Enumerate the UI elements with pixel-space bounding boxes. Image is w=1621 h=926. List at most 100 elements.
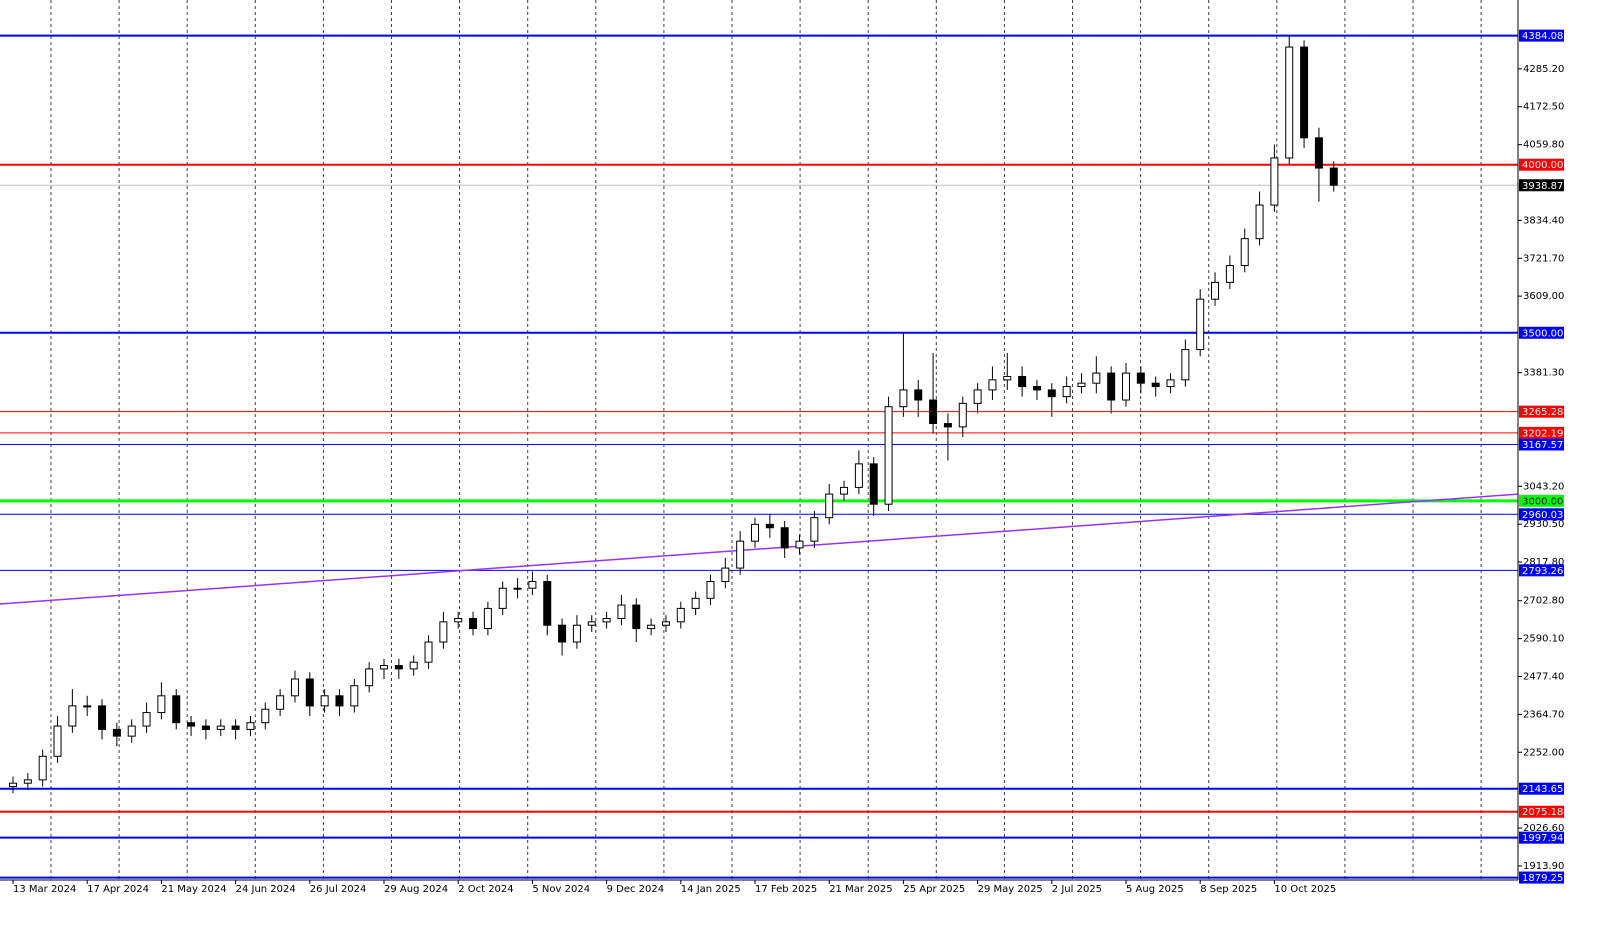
candle-body — [454, 617, 463, 623]
candle-body — [543, 581, 552, 626]
candle-body — [157, 695, 166, 714]
candle-body — [1211, 281, 1220, 300]
candle-body — [380, 665, 388, 670]
y-tick-label: 3043.20 — [1523, 481, 1564, 492]
x-tick-label: 17 Feb 2025 — [755, 884, 817, 895]
candle-body — [365, 668, 374, 687]
candle-body — [68, 705, 77, 727]
candle-body — [558, 624, 567, 643]
candle-body — [1122, 372, 1130, 401]
candle-body — [810, 517, 819, 542]
candle-body — [1092, 372, 1101, 384]
candle-body — [112, 728, 121, 737]
candle-body — [736, 540, 745, 569]
candle-body — [780, 527, 789, 549]
candle-body — [53, 725, 62, 757]
candle-body — [647, 624, 656, 630]
level-label-box — [1519, 438, 1564, 451]
level-label-box — [1519, 179, 1564, 192]
candle-body — [1314, 137, 1323, 169]
level-label: 1879.25 — [1522, 873, 1563, 884]
candle-body — [751, 523, 759, 542]
candle-body — [305, 678, 314, 707]
candle-body — [320, 695, 329, 707]
candle-body — [958, 402, 967, 428]
candle-body — [795, 540, 804, 549]
x-tick-label: 17 Apr 2024 — [87, 884, 149, 895]
level-label: 4384.08 — [1522, 31, 1563, 42]
candle-body — [587, 621, 596, 626]
x-tick-label: 25 Apr 2025 — [903, 884, 965, 895]
y-tick-label: 4285.20 — [1523, 64, 1564, 75]
candle-body — [1136, 372, 1145, 384]
level-label-box — [1519, 871, 1564, 884]
candle-body — [409, 661, 418, 670]
level-label-box — [1519, 494, 1564, 507]
candle-body — [1062, 386, 1071, 398]
candle-body — [765, 523, 774, 529]
x-tick-label: 9 Dec 2024 — [607, 884, 665, 895]
x-tick-label: 24 Jun 2024 — [236, 884, 296, 895]
candle-body — [1196, 298, 1205, 351]
candle-body — [899, 389, 908, 408]
candle-body — [98, 705, 107, 730]
candle-body — [23, 779, 32, 784]
candle-body — [929, 399, 938, 425]
candle-body — [1240, 238, 1249, 267]
x-tick-label: 21 May 2024 — [161, 884, 226, 895]
candle-body — [617, 604, 626, 619]
candle-body — [246, 722, 255, 730]
x-tick-label: 14 Jan 2025 — [681, 884, 741, 895]
candle-body — [261, 708, 270, 724]
x-tick-label: 29 May 2025 — [978, 884, 1043, 895]
candle-body — [1270, 157, 1279, 206]
candle-body — [869, 463, 878, 505]
candle-body — [1181, 349, 1190, 381]
level-label-box — [1519, 326, 1564, 339]
candle-body — [1003, 375, 1012, 381]
level-label-box — [1519, 508, 1564, 521]
level-label: 3167.57 — [1522, 440, 1563, 451]
candle-body — [1300, 46, 1309, 139]
candle-body — [1166, 379, 1175, 388]
y-tick-label: 3834.40 — [1523, 215, 1564, 226]
x-tick-label: 26 Jul 2024 — [310, 884, 367, 895]
candle-body — [439, 621, 448, 643]
level-label: 1997.94 — [1522, 833, 1563, 844]
candle-body — [988, 379, 997, 391]
y-tick-label: 3721.70 — [1523, 253, 1564, 264]
x-tick-label: 5 Aug 2025 — [1126, 884, 1184, 895]
level-label: 2143.65 — [1522, 784, 1563, 795]
level-label: 2960.03 — [1522, 510, 1563, 521]
level-label: 4000.00 — [1522, 160, 1563, 171]
level-label: 2793.26 — [1522, 566, 1563, 577]
candle-body — [691, 597, 700, 609]
candle-body — [884, 406, 893, 505]
candle-body — [424, 641, 433, 663]
candle-body — [676, 607, 685, 623]
x-tick-label: 5 Nov 2024 — [532, 884, 590, 895]
candle-body — [187, 722, 196, 727]
candle-body — [706, 581, 715, 599]
x-tick-label: 13 Mar 2024 — [13, 884, 76, 895]
candle-body — [528, 581, 537, 589]
candle-body — [498, 587, 507, 609]
candle-body — [394, 665, 403, 670]
level-label: 3938.87 — [1522, 181, 1563, 192]
level-label: 3265.28 — [1522, 407, 1563, 418]
y-tick-label: 2026.60 — [1523, 823, 1564, 834]
candle-body — [127, 725, 136, 737]
y-tick-label: 2702.80 — [1523, 596, 1564, 607]
candle-body — [914, 389, 923, 401]
candle-body — [172, 695, 181, 724]
level-label: 2075.18 — [1522, 807, 1563, 818]
x-tick-label: 2 Oct 2024 — [458, 884, 513, 895]
candle-body — [840, 486, 849, 495]
candle-body — [721, 567, 730, 583]
candle-body — [9, 782, 17, 788]
candle-body — [1032, 386, 1041, 391]
y-tick-label: 2817.80 — [1523, 557, 1564, 568]
candle-body — [1077, 382, 1086, 388]
